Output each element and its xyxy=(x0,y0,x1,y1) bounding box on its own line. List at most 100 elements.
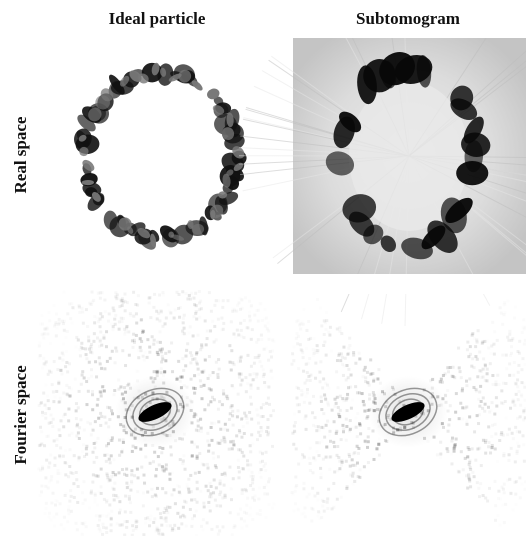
speckle xyxy=(94,420,97,423)
speckle xyxy=(500,389,503,392)
speckle xyxy=(320,395,323,398)
speckle xyxy=(98,356,101,359)
speckle xyxy=(131,524,134,527)
speckle xyxy=(241,488,244,491)
speckle xyxy=(152,343,155,346)
speckle xyxy=(190,292,193,295)
speckle xyxy=(356,412,359,415)
speckle xyxy=(77,338,80,341)
speckle xyxy=(296,342,299,345)
speckle xyxy=(71,432,74,435)
speckle xyxy=(90,492,93,495)
speckle xyxy=(64,449,67,452)
speckle xyxy=(319,476,322,479)
speckle xyxy=(521,357,524,360)
speckle xyxy=(91,408,94,411)
speckle xyxy=(171,529,174,532)
speckle xyxy=(90,433,93,436)
speckle xyxy=(260,333,263,336)
speckle xyxy=(325,446,328,449)
speckle xyxy=(202,518,205,521)
column-header: Ideal particle xyxy=(109,9,206,28)
speckle xyxy=(496,339,499,342)
speckle xyxy=(192,334,195,337)
speckle xyxy=(248,300,251,303)
speckle xyxy=(39,354,42,357)
speckle xyxy=(170,453,173,456)
speckle xyxy=(134,446,137,449)
speckle xyxy=(497,497,500,500)
speckle xyxy=(210,426,213,429)
speckle xyxy=(224,474,227,477)
speckle xyxy=(213,422,216,425)
speckle xyxy=(320,400,323,403)
speckle xyxy=(193,374,196,377)
speckle xyxy=(509,407,512,410)
speckle xyxy=(246,497,249,500)
speckle xyxy=(240,436,243,439)
speckle xyxy=(79,354,82,357)
speckle xyxy=(38,344,41,347)
speckle xyxy=(181,357,184,360)
speckle xyxy=(260,406,263,409)
speckle xyxy=(165,517,168,520)
speckle xyxy=(243,412,246,415)
speckle xyxy=(346,353,349,356)
speckle xyxy=(50,518,53,521)
speckle xyxy=(92,299,95,302)
speckle xyxy=(507,459,510,462)
speckle xyxy=(363,403,366,406)
speckle xyxy=(206,521,209,524)
speckle xyxy=(177,293,180,296)
speckle xyxy=(66,330,69,333)
speckle xyxy=(458,366,461,369)
speckle xyxy=(151,495,154,498)
speckle xyxy=(246,459,249,462)
speckle xyxy=(237,466,240,469)
speckle xyxy=(130,473,133,476)
speckle xyxy=(258,487,261,490)
speckle xyxy=(306,388,309,391)
speckle xyxy=(153,517,156,520)
speckle xyxy=(497,490,500,493)
speckle xyxy=(351,399,354,402)
speckle xyxy=(109,461,112,464)
speckle xyxy=(100,415,103,418)
speckle xyxy=(514,381,517,384)
speckle xyxy=(494,380,497,383)
speckle xyxy=(255,408,258,411)
speckle xyxy=(333,470,336,473)
speckle xyxy=(474,355,477,358)
speckle xyxy=(144,455,147,458)
speckle xyxy=(251,443,254,446)
speckle xyxy=(125,526,128,529)
speckle xyxy=(498,439,501,442)
speckle xyxy=(346,393,349,396)
speckle xyxy=(205,343,208,346)
speckle xyxy=(323,340,326,343)
speckle xyxy=(153,339,156,342)
speckle xyxy=(83,376,86,379)
speckle xyxy=(187,331,190,334)
speckle xyxy=(333,398,336,401)
speckle xyxy=(86,325,89,328)
speckle xyxy=(469,485,472,488)
speckle xyxy=(96,336,99,339)
speckle xyxy=(196,501,199,504)
speckle xyxy=(299,343,302,346)
speckle xyxy=(51,383,54,386)
speckle xyxy=(58,318,61,321)
speckle xyxy=(59,456,62,459)
speckle xyxy=(91,290,94,293)
speckle xyxy=(221,525,224,528)
speckle xyxy=(160,524,163,527)
speckle xyxy=(101,390,104,393)
speckle xyxy=(316,498,319,501)
speckle xyxy=(182,332,185,335)
speckle xyxy=(356,462,359,465)
speckle xyxy=(81,491,84,494)
speckle xyxy=(132,333,135,336)
speckle xyxy=(180,522,183,525)
speckle xyxy=(257,356,260,359)
speckle xyxy=(358,352,361,355)
